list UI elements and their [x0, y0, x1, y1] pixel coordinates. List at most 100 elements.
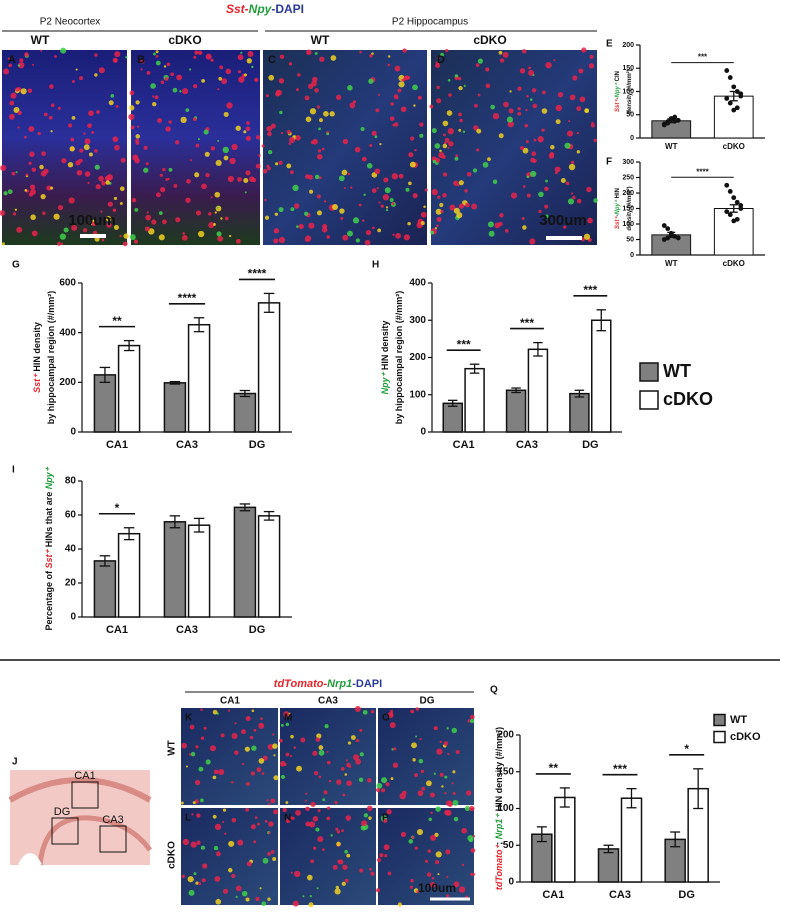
bar — [233, 392, 257, 433]
cell — [326, 750, 329, 753]
cell — [442, 143, 448, 149]
cell — [152, 95, 155, 98]
cell — [129, 90, 135, 96]
label-part: - — [245, 2, 249, 16]
cell — [181, 742, 188, 749]
cell — [413, 104, 416, 107]
cell — [107, 201, 113, 207]
cell — [438, 151, 445, 159]
cell — [213, 845, 219, 851]
cell — [255, 896, 260, 902]
x-tick-label: WT — [665, 142, 678, 151]
cell — [420, 221, 425, 226]
cell — [17, 64, 21, 67]
cell — [217, 88, 220, 91]
cell — [198, 230, 205, 238]
cell — [430, 811, 433, 815]
cell — [328, 779, 332, 783]
cell — [1, 242, 5, 246]
cell — [135, 100, 140, 105]
cell — [135, 134, 141, 139]
cell — [293, 203, 300, 209]
cell — [369, 54, 373, 58]
cell — [88, 110, 94, 117]
data-point — [724, 68, 730, 73]
cell — [213, 223, 216, 226]
cell — [345, 759, 348, 762]
cell — [137, 125, 140, 128]
cell — [285, 722, 290, 727]
label-part: -DAPI — [271, 2, 304, 16]
cell — [123, 233, 129, 239]
rich-label: density (#/mm²) — [626, 186, 633, 230]
cell — [9, 100, 15, 106]
cell — [105, 215, 112, 222]
cell — [32, 63, 35, 66]
cell — [318, 745, 324, 750]
cell — [395, 232, 402, 239]
cell — [466, 172, 472, 177]
y-tick-label: 0 — [70, 427, 76, 438]
cell — [370, 709, 375, 714]
cell — [322, 798, 326, 802]
cell — [165, 126, 171, 132]
cell — [273, 228, 280, 234]
cell — [517, 111, 522, 116]
cell — [330, 834, 333, 837]
cell — [189, 724, 195, 730]
cell — [278, 207, 284, 213]
cell — [18, 61, 25, 69]
cell — [394, 122, 399, 127]
cell — [499, 213, 504, 218]
cell — [261, 901, 267, 906]
data-point — [668, 116, 674, 121]
cell — [214, 876, 221, 882]
cell — [286, 163, 292, 169]
cell — [352, 217, 360, 224]
significance-label: **** — [696, 167, 709, 176]
cell — [155, 50, 159, 54]
cell — [29, 151, 35, 157]
cell — [522, 185, 526, 188]
diagram-layer — [37, 815, 153, 866]
cell — [336, 779, 342, 785]
cell — [217, 139, 220, 142]
cell — [304, 95, 310, 101]
cell — [278, 78, 285, 84]
rich-label: Sst⁺ HIN density — [32, 322, 42, 393]
cell — [245, 126, 251, 132]
y-tick-label: 0 — [630, 135, 634, 142]
cell — [162, 219, 167, 225]
cell — [231, 873, 236, 879]
cell — [10, 92, 17, 99]
cell — [579, 96, 586, 103]
cell — [368, 78, 374, 84]
cell — [11, 171, 16, 176]
cell — [326, 816, 331, 821]
cell — [312, 816, 319, 822]
cell — [578, 68, 584, 74]
label-part: - — [324, 678, 328, 690]
cell — [53, 213, 60, 220]
cell — [576, 150, 581, 154]
cell — [297, 73, 301, 77]
cell — [360, 127, 365, 132]
cell — [61, 158, 67, 164]
cell — [522, 147, 529, 154]
legend-swatch — [639, 390, 659, 410]
significance-label: ** — [112, 314, 122, 328]
cell — [246, 58, 252, 64]
cell — [387, 55, 391, 58]
cell — [246, 121, 250, 125]
rich-label: Npy⁺ HIN density — [380, 321, 390, 395]
cell — [237, 70, 241, 74]
panel-letter: J — [12, 757, 18, 768]
cell — [419, 133, 424, 138]
cell — [385, 208, 389, 212]
cell — [380, 204, 384, 208]
cell — [440, 209, 444, 214]
cell — [83, 144, 90, 151]
cell — [430, 834, 437, 841]
cell — [456, 212, 463, 219]
